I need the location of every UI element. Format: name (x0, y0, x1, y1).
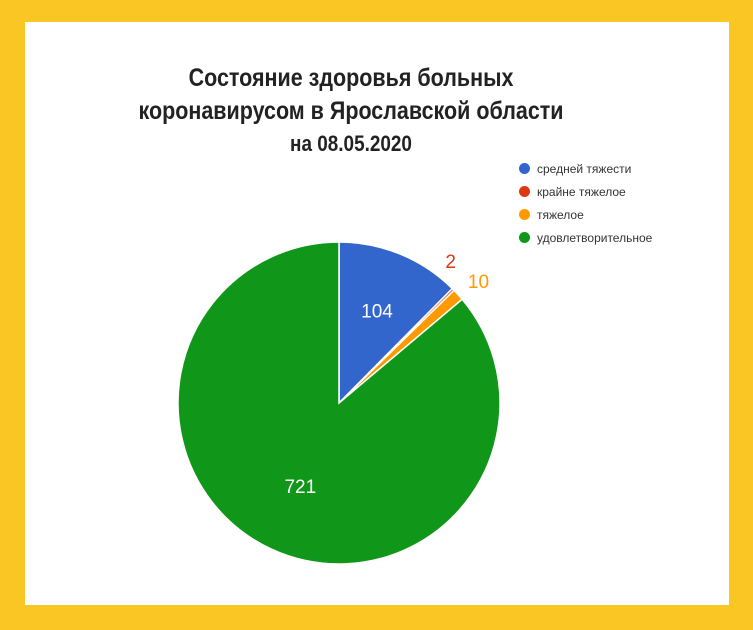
chart-legend: средней тяжести крайне тяжелое тяжелое у… (519, 157, 652, 249)
title-date: на 08.05.2020 (290, 131, 412, 156)
pie-label-severe: 10 (468, 272, 489, 293)
legend-label-severe: тяжелое (537, 207, 584, 222)
pie-slice-medium (338, 241, 454, 405)
legend-item-severe: тяжелое (519, 203, 652, 226)
legend-marker-satisfactory (519, 232, 530, 243)
pie-label-critical: 2 (445, 252, 456, 273)
legend-item-medium: средней тяжести (519, 157, 652, 180)
title-line-2: коронавирусом в Ярославской области (138, 97, 564, 125)
pie-label-satisfactory: 721 (284, 477, 316, 498)
legend-label-critical: крайне тяжелое (537, 184, 626, 199)
legend-item-critical: крайне тяжелое (519, 180, 652, 203)
legend-item-satisfactory: удовлетворительное (519, 226, 652, 249)
chart-title: Состояние здоровья больных коронавирусом… (71, 62, 632, 160)
pie-chart: 104 2 10 721 (177, 241, 501, 565)
pie-label-medium: 104 (361, 301, 393, 322)
legend-label-medium: средней тяжести (537, 161, 632, 176)
legend-marker-medium (519, 163, 530, 174)
legend-label-satisfactory: удовлетворительное (537, 230, 653, 245)
chart-card: Состояние здоровья больных коронавирусом… (25, 22, 729, 605)
legend-marker-critical (519, 186, 530, 197)
title-line-1: Состояние здоровья больных (188, 64, 514, 92)
pie-slice-satisfactory (177, 241, 501, 565)
legend-marker-severe (519, 209, 530, 220)
